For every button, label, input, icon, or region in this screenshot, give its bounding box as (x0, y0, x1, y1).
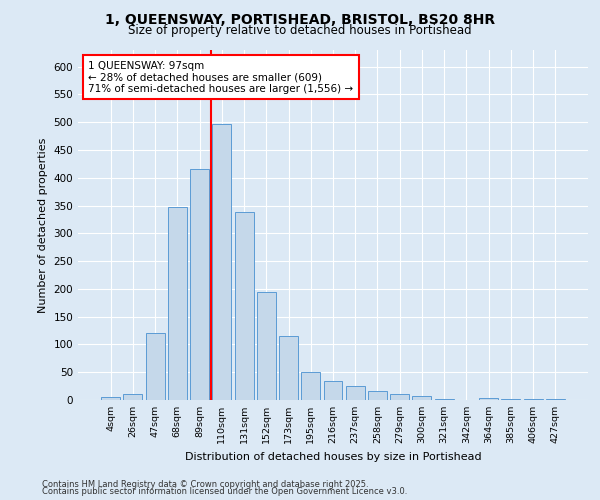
Text: 1 QUEENSWAY: 97sqm
← 28% of detached houses are smaller (609)
71% of semi-detach: 1 QUEENSWAY: 97sqm ← 28% of detached hou… (88, 60, 353, 94)
Bar (279, 336, 298, 400)
Bar (346, 386, 365, 400)
Bar (168, 206, 187, 400)
Bar (479, 398, 498, 400)
Bar (524, 399, 542, 400)
Bar (235, 212, 254, 400)
Bar (502, 399, 520, 400)
Bar (101, 397, 120, 400)
Bar (412, 396, 431, 400)
Bar (368, 390, 387, 400)
Text: Size of property relative to detached houses in Portishead: Size of property relative to detached ho… (128, 24, 472, 37)
Bar (212, 124, 231, 400)
Bar (301, 372, 320, 400)
X-axis label: Distribution of detached houses by size in Portishead: Distribution of detached houses by size … (185, 452, 481, 462)
Bar (146, 334, 164, 400)
Bar (390, 394, 409, 400)
Bar (546, 399, 565, 400)
Bar (190, 170, 209, 400)
Bar (323, 380, 343, 400)
Bar (435, 399, 454, 400)
Text: Contains HM Land Registry data © Crown copyright and database right 2025.: Contains HM Land Registry data © Crown c… (42, 480, 368, 489)
Y-axis label: Number of detached properties: Number of detached properties (38, 138, 48, 312)
Text: Contains public sector information licensed under the Open Government Licence v3: Contains public sector information licen… (42, 488, 407, 496)
Bar (124, 394, 142, 400)
Text: 1, QUEENSWAY, PORTISHEAD, BRISTOL, BS20 8HR: 1, QUEENSWAY, PORTISHEAD, BRISTOL, BS20 … (105, 12, 495, 26)
Bar (257, 292, 276, 400)
